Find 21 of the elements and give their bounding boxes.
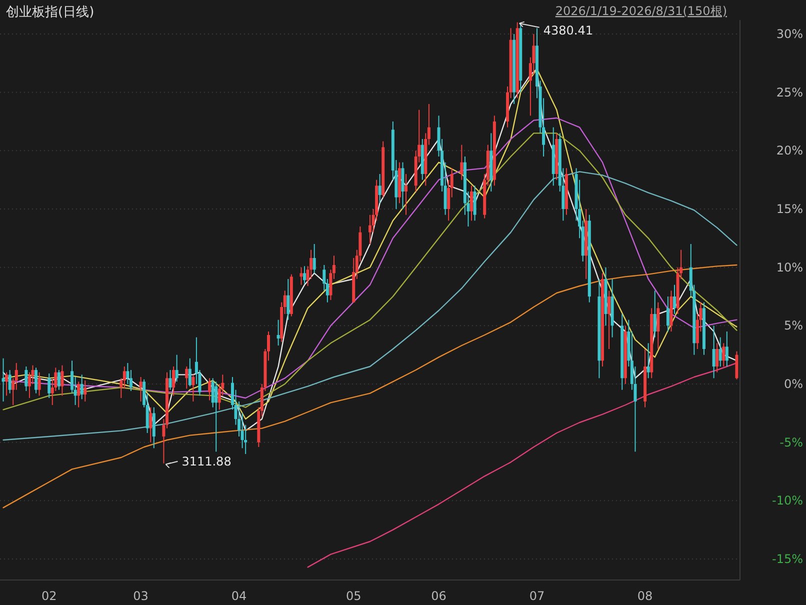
y-tick-label: 20%	[776, 144, 803, 158]
chart-title: 创业板指(日线)	[6, 5, 94, 20]
x-tick-label: 04	[231, 589, 247, 603]
x-tick-label: 03	[133, 589, 148, 603]
x-tick-label: 08	[637, 589, 653, 603]
y-tick-label: -5%	[780, 435, 803, 450]
y-tick-label: 10%	[776, 260, 803, 274]
y-tick-label: 15%	[776, 202, 803, 216]
y-tick-label: 5%	[784, 318, 803, 333]
y-tick-label: 30%	[776, 27, 803, 41]
chart-subtitle: 2026/1/19-2026/8/31(150根)	[555, 4, 727, 18]
x-tick-label: 07	[529, 589, 545, 603]
x-tick-label: 06	[431, 589, 446, 603]
x-tick-label: 05	[346, 589, 362, 603]
annotation: 4380.41	[543, 23, 593, 38]
y-tick-label: -15%	[772, 552, 803, 566]
y-tick-label: -10%	[772, 494, 803, 508]
y-tick-label: 25%	[776, 85, 803, 100]
x-tick-label: 02	[41, 589, 57, 603]
y-tick-label: 0%	[784, 377, 803, 391]
annotation: 3111.88	[182, 454, 232, 468]
